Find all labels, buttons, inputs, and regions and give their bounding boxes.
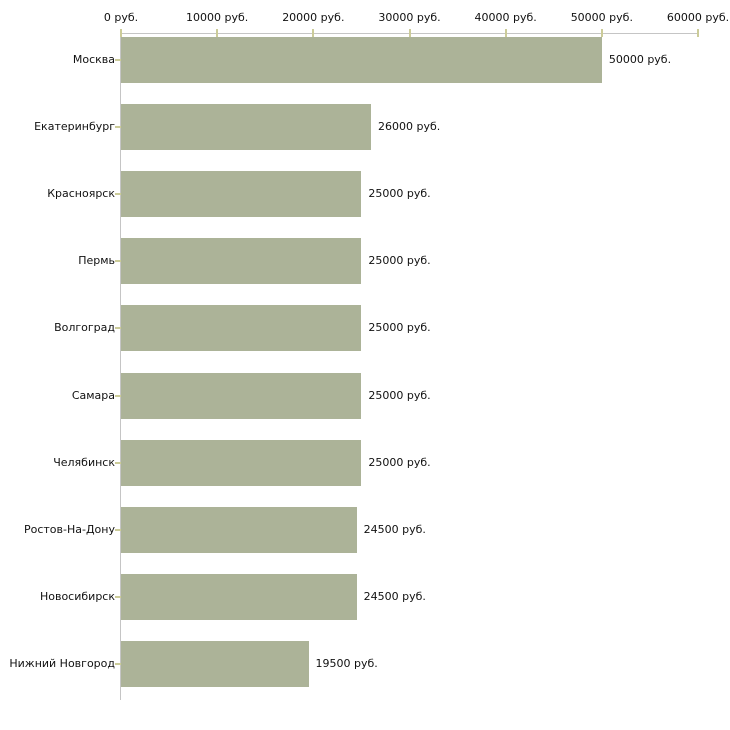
value-label: 24500 руб. bbox=[363, 589, 426, 603]
y-axis-tick bbox=[115, 528, 121, 531]
bar bbox=[121, 171, 362, 218]
bar bbox=[121, 37, 602, 83]
y-axis-tick bbox=[115, 394, 121, 397]
category-label: Екатеринбург bbox=[34, 120, 115, 134]
y-axis-tick bbox=[115, 126, 121, 129]
value-label: 25000 руб. bbox=[368, 187, 431, 201]
category-label: Новосибирск bbox=[39, 589, 115, 603]
x-axis-tick bbox=[312, 29, 315, 37]
x-axis-tick-label: 0 руб. bbox=[103, 11, 139, 24]
y-axis-line bbox=[120, 33, 121, 700]
bar bbox=[121, 372, 362, 419]
value-label: 26000 руб. bbox=[378, 120, 441, 134]
x-axis-tick-label: 30000 руб. bbox=[378, 11, 441, 24]
y-axis-tick bbox=[115, 662, 121, 665]
x-axis-tick-label: 50000 руб. bbox=[570, 11, 633, 24]
value-label: 24500 руб. bbox=[363, 522, 426, 536]
x-axis-tick bbox=[504, 29, 507, 37]
x-axis-tick-label: 40000 руб. bbox=[474, 11, 537, 24]
x-axis-tick bbox=[216, 29, 219, 37]
bar bbox=[121, 573, 357, 620]
value-label: 25000 руб. bbox=[368, 455, 431, 469]
category-label: Челябинск bbox=[53, 455, 115, 469]
value-label: 19500 руб. bbox=[315, 656, 378, 670]
value-label: 25000 руб. bbox=[368, 388, 431, 402]
x-axis-tick-label: 20000 руб. bbox=[282, 11, 345, 24]
y-axis-tick bbox=[115, 59, 121, 61]
category-label: Нижний Новгород bbox=[9, 656, 115, 670]
category-label: Москва bbox=[72, 53, 115, 66]
x-axis-tick-label: 60000 руб. bbox=[666, 11, 730, 24]
value-label: 25000 руб. bbox=[368, 254, 431, 268]
value-label: 25000 руб. bbox=[368, 321, 431, 335]
y-axis-tick bbox=[115, 595, 121, 598]
value-label: 50000 руб. bbox=[608, 53, 672, 66]
x-axis-tick bbox=[697, 29, 699, 37]
category-label: Самара bbox=[71, 388, 115, 402]
bar bbox=[121, 506, 357, 553]
y-axis-tick bbox=[115, 327, 121, 330]
bar bbox=[121, 640, 309, 687]
category-label: Красноярск bbox=[47, 187, 115, 201]
x-axis-tick bbox=[408, 29, 411, 37]
bar bbox=[121, 104, 372, 151]
bar bbox=[121, 305, 362, 352]
category-label: Пермь bbox=[78, 254, 115, 268]
x-axis-tick bbox=[600, 29, 603, 37]
bar bbox=[121, 439, 362, 486]
bar bbox=[121, 238, 362, 285]
y-axis-tick bbox=[115, 461, 121, 464]
category-label: Волгоград bbox=[54, 321, 115, 335]
x-axis-tick-label: 10000 руб. bbox=[186, 11, 249, 24]
y-axis-tick bbox=[115, 193, 121, 196]
y-axis-tick bbox=[115, 260, 121, 263]
category-label: Ростов-На-Дону bbox=[23, 522, 115, 536]
x-axis-tick bbox=[120, 29, 122, 37]
